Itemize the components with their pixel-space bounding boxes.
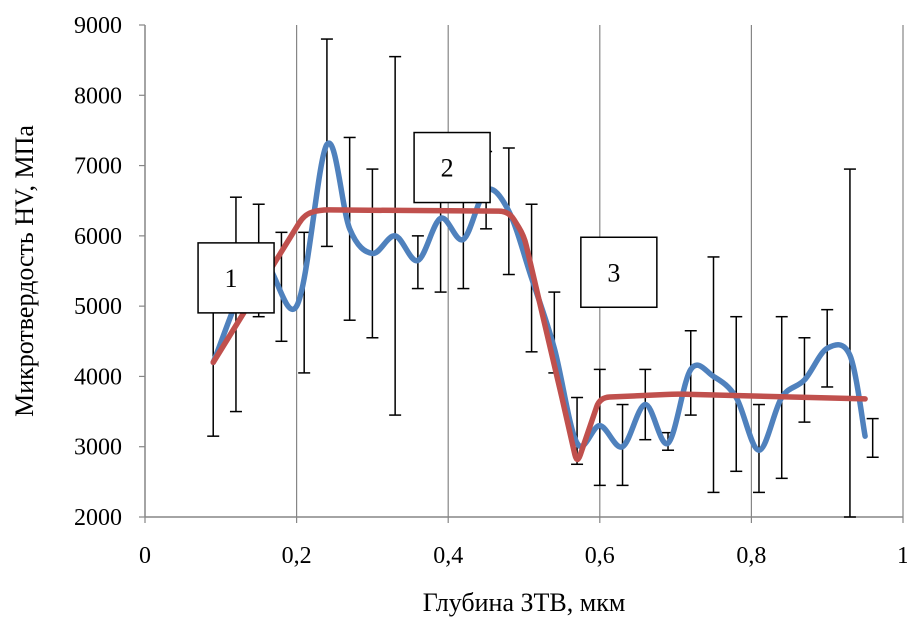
zone-annotations: 1 2 3 — [197, 131, 658, 314]
y-tick-label-4: 6000 — [74, 224, 122, 250]
y-tick-label-0: 2000 — [74, 505, 122, 531]
axes — [144, 25, 903, 518]
zone-label-3: 3 — [580, 236, 658, 309]
error-bar-28 — [843, 168, 856, 518]
y-tick-label-5: 7000 — [74, 154, 122, 180]
x-tick-label-1: 0,2 — [282, 543, 312, 569]
x-tick-labels: 0 0,2 0,4 0,6 0,8 1 — [139, 517, 907, 569]
series-line-0 — [210, 140, 868, 453]
error-bar-29 — [866, 417, 879, 459]
zone-number: 1 — [225, 264, 238, 293]
y-axis-title: Микротвердость HV, МПа — [10, 125, 39, 417]
zone-label-2: 2 — [413, 131, 491, 204]
y-tick-label-1: 3000 — [74, 435, 122, 461]
y-tick-label-3: 5000 — [74, 294, 122, 320]
zone-box — [197, 242, 275, 314]
x-tick-label-2: 0,4 — [433, 543, 463, 569]
y-tick-label-2: 4000 — [74, 364, 122, 390]
x-tick-label-3: 0,6 — [585, 543, 615, 569]
zone-label-1: 1 — [197, 242, 275, 314]
series-line-1 — [210, 207, 868, 463]
error-bars — [207, 38, 879, 518]
zone-box — [413, 131, 491, 204]
x-tick-label-4: 0,8 — [736, 543, 766, 569]
zone-number: 3 — [607, 258, 620, 287]
y-tick-label-7: 9000 — [74, 13, 122, 39]
series-lines — [210, 140, 868, 463]
y-tick-labels: 2000 3000 4000 5000 6000 7000 8000 9000 — [74, 13, 145, 531]
y-tick-label-6: 8000 — [74, 83, 122, 109]
x-tick-label-0: 0 — [139, 543, 151, 569]
zone-number: 2 — [441, 154, 454, 183]
x-tick-label-5: 1 — [897, 543, 907, 569]
zone-box — [580, 236, 658, 309]
x-axis-title: Глубина ЗТВ, мкм — [423, 588, 626, 617]
error-bar-4 — [298, 231, 311, 374]
